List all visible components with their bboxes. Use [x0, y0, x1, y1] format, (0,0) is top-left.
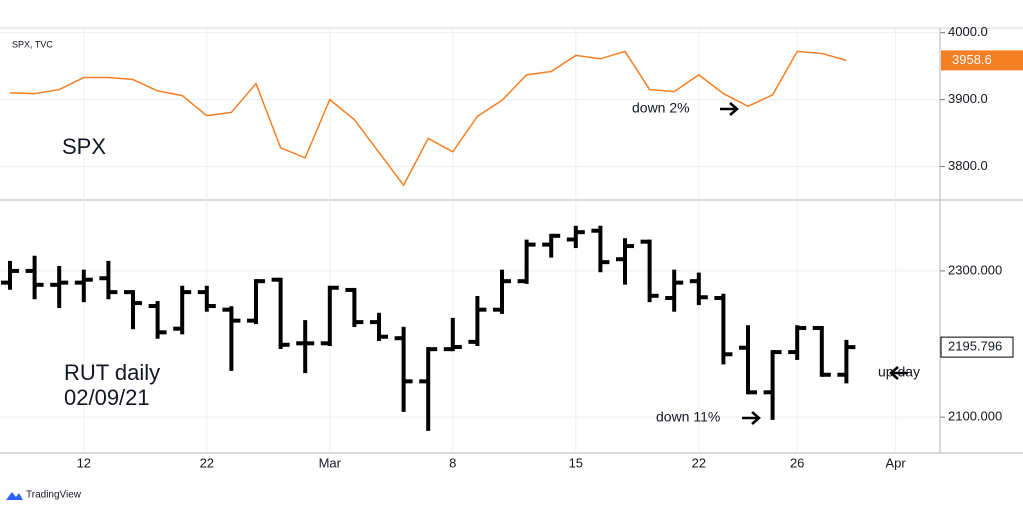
ohlc-bar: [394, 326, 413, 412]
line-series: [9, 50, 847, 187]
ohlc-bar: [50, 266, 69, 309]
ohlc-bar: [222, 306, 241, 371]
annotation: 02/09/21: [64, 385, 150, 410]
footer: TradingView: [26, 490, 82, 501]
x-tick-label: Mar: [319, 455, 342, 470]
ohlc-bar: [517, 239, 536, 284]
x-tick-label: 15: [569, 455, 583, 470]
ohlc-bar: [25, 255, 44, 300]
ohlc-bar: [812, 325, 831, 377]
last-value-badge: [941, 50, 1023, 71]
ohlc-bar: [542, 233, 561, 258]
ohlc-bar: [419, 347, 438, 431]
ohlc-bar: [714, 293, 733, 365]
annotation: down 11%: [656, 409, 720, 425]
ohlc-bar: [148, 301, 167, 339]
ohlc-bar: [443, 317, 462, 352]
ohlc-bar: [370, 312, 388, 341]
ohlc-bar: [173, 285, 192, 335]
ohlc-bar: [493, 269, 511, 314]
ohlc-bar: [763, 350, 782, 420]
ohlc-bar: [689, 272, 708, 306]
annotation: RUT daily: [64, 360, 160, 385]
ohlc-bar: [345, 287, 364, 328]
ohlc-bar: [99, 260, 118, 300]
logo: TradingView: [6, 490, 82, 501]
y-tick-label: 3900.0: [948, 91, 988, 106]
arrow-head: [889, 366, 899, 380]
series-name: SPX, TVC: [12, 39, 53, 49]
ohlc-bar: [739, 325, 757, 395]
ohlc-bar: [1, 260, 19, 290]
x-tick-label: 22: [692, 455, 706, 470]
ohlc-bar: [320, 285, 339, 347]
last-value-badge: [940, 336, 1014, 358]
ohlc-bar: [566, 225, 585, 249]
arrow: [889, 366, 908, 380]
x-tick-label: Apr: [885, 455, 906, 470]
ohlc-bar: [468, 295, 487, 347]
ohlc-bar: [616, 238, 634, 285]
y-tick-label: 4000.0: [948, 24, 988, 39]
ohlc-bar: [271, 277, 290, 349]
ohlc-bar: [197, 285, 216, 312]
arrow-head: [729, 102, 739, 116]
arrow: [742, 411, 761, 425]
annotation: up day: [878, 364, 920, 380]
last-value-label: 3958.6: [952, 52, 992, 67]
annotation: down 2%: [632, 100, 690, 116]
logo-icon: [6, 492, 23, 500]
ohlc-bar: [591, 225, 610, 273]
ohlc-bar: [124, 290, 142, 330]
ohlc-bar: [640, 239, 659, 303]
x-tick-label: 22: [200, 455, 214, 470]
ohlc-bar: [74, 269, 93, 303]
ohlc-bar: [296, 320, 315, 374]
x-tick-label: 8: [449, 455, 456, 470]
annotation: SPX: [62, 134, 106, 159]
last-value-label: 2195.796: [948, 339, 1002, 354]
ohlc-bar: [665, 269, 684, 312]
y-tick-label: 2100.000: [948, 409, 1002, 424]
y-tick-label: 2300.000: [948, 262, 1002, 277]
ohlc-bar: [837, 339, 856, 384]
y-tick-label: 3800.0: [948, 158, 988, 173]
ohlc-bar: [247, 279, 265, 325]
x-tick-label: 26: [790, 455, 804, 470]
ohlc-bar: [788, 325, 807, 360]
arrow-head: [751, 411, 761, 425]
arrow: [720, 102, 739, 116]
x-tick-label: 12: [77, 455, 91, 470]
